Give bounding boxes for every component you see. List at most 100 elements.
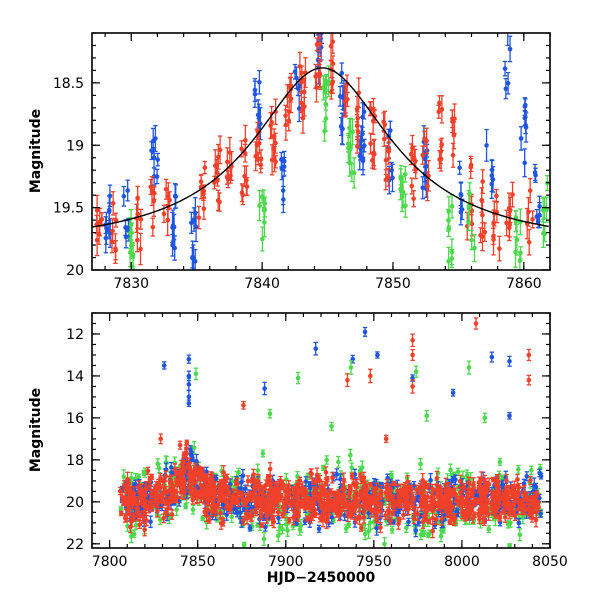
- full-green-point: [448, 467, 453, 473]
- zoomed-green-point: [259, 194, 265, 200]
- full-blue-point: [454, 509, 460, 515]
- zoomed-red-point: [240, 192, 246, 198]
- full-green-point: [418, 532, 424, 537]
- zoomed-green-point: [262, 207, 268, 213]
- zoomed-red-point: [450, 152, 456, 158]
- zoomed-blue-point: [155, 157, 161, 162]
- full-blue-point: [453, 477, 458, 483]
- zoomed-red-point: [368, 141, 373, 146]
- full-green-point: [129, 533, 134, 539]
- zoomed-green-point: [324, 82, 329, 87]
- zoomed-green-point: [346, 141, 351, 147]
- zoomed-red-point: [165, 217, 170, 223]
- full-green-point: [260, 451, 266, 456]
- zoomed-blue-point: [319, 14, 324, 19]
- full-green-point: [497, 459, 503, 465]
- full-green-point: [141, 470, 147, 476]
- zoomed-red-point: [424, 138, 429, 144]
- zoomed-blue-point: [192, 259, 198, 264]
- full-blue-point: [188, 447, 193, 452]
- zoomed-green-point: [351, 170, 357, 176]
- full-green-point: [297, 527, 303, 532]
- zoomed-red-point: [202, 165, 208, 170]
- zoomed-red-point: [313, 74, 318, 79]
- zoomed-green-point: [449, 249, 455, 255]
- zoomed-axis-ticks: 7830 7840 7850 7860 18.5 19 19.5 20: [53, 32, 551, 292]
- zoomed-red-point: [217, 199, 222, 205]
- x-tick-label: 7830: [113, 276, 149, 292]
- zoomed-red-point: [354, 123, 360, 129]
- zoomed-red-point: [163, 186, 169, 192]
- full-blue-point: [247, 525, 253, 531]
- zoomed-red-point: [479, 197, 484, 203]
- zoomed-green-point: [262, 220, 267, 225]
- zoomed-blue-point: [361, 109, 367, 115]
- zoomed-blue-point: [172, 193, 178, 199]
- zoomed-green-point: [400, 189, 406, 195]
- full-blue-point: [263, 524, 268, 530]
- zoomed-green-point: [323, 101, 329, 107]
- full-blue-point: [213, 476, 219, 481]
- zoomed-blue-point: [107, 193, 113, 199]
- y-tick-label: 20: [66, 263, 84, 279]
- zoomed-red-point: [482, 229, 488, 235]
- zoomed-red-point: [437, 100, 442, 106]
- zoomed-red-point: [268, 123, 273, 128]
- zoomed-red-point: [256, 140, 262, 146]
- zoomed-red-point: [480, 179, 485, 184]
- zoomed-red-point: [452, 116, 457, 122]
- zoomed-red-point: [271, 134, 277, 139]
- full-green-point: [529, 467, 534, 473]
- zoomed-red-point: [510, 192, 515, 197]
- zoomed-blue-point: [532, 170, 538, 175]
- zoomed-red-point: [506, 225, 512, 231]
- zoomed-plot-frame: [91, 32, 551, 271]
- zoomed-blue-point: [503, 86, 509, 91]
- zoomed-blue-point: [316, 18, 321, 23]
- zoomed-green-point: [398, 186, 403, 192]
- zoomed-green-point: [403, 203, 408, 208]
- full-green-point: [183, 503, 188, 509]
- zoomed-blue-point: [522, 160, 527, 166]
- zoomed-green-point: [544, 207, 549, 212]
- zoomed-blue-point: [505, 28, 510, 33]
- zoomed-red-point: [242, 150, 248, 156]
- full-green-point: [508, 520, 513, 526]
- zoomed-red-point: [491, 237, 496, 242]
- zoomed-blue-point: [522, 115, 528, 121]
- full-green-point: [516, 467, 521, 472]
- full-green-point: [418, 461, 423, 467]
- y-tick-label: 18.5: [53, 76, 84, 92]
- zoomed-blue-point: [337, 94, 343, 99]
- full-blue-point: [411, 483, 417, 488]
- zoomed-red-point: [138, 216, 144, 222]
- full-blue-point: [240, 473, 246, 478]
- zoomed-green-point: [129, 230, 135, 236]
- zoomed-green-point: [260, 236, 265, 242]
- zoomed-red-point: [96, 231, 102, 237]
- zoomed-blue-point: [523, 125, 529, 130]
- zoomed-red-point: [494, 193, 499, 199]
- zoomed-green-point: [446, 226, 451, 231]
- zoomed-red-point: [286, 118, 292, 123]
- zoomed-red-point: [491, 220, 497, 225]
- zoomed-red-point: [297, 64, 303, 69]
- full-green-point: [486, 526, 492, 532]
- full-green-point: [366, 529, 371, 534]
- full-blue-point: [538, 511, 543, 517]
- zoomed-red-point: [113, 246, 118, 251]
- full-blue-point: [406, 519, 411, 525]
- zoomed-red-point: [420, 152, 425, 158]
- zoomed-red-point: [244, 184, 250, 189]
- zoomed-green-point: [472, 245, 477, 251]
- zoomed-red-point: [439, 107, 445, 112]
- zoomed-blue-point: [390, 175, 395, 181]
- x-tick-label: 7840: [244, 276, 280, 292]
- full-green-point: [336, 459, 341, 465]
- full-green-point: [280, 526, 285, 532]
- zoomed-red-point: [314, 42, 320, 47]
- zoomed-red-point: [383, 177, 389, 183]
- zoomed-red-point: [243, 138, 248, 143]
- full-green-point: [348, 452, 353, 458]
- zoomed-red-point: [330, 79, 336, 85]
